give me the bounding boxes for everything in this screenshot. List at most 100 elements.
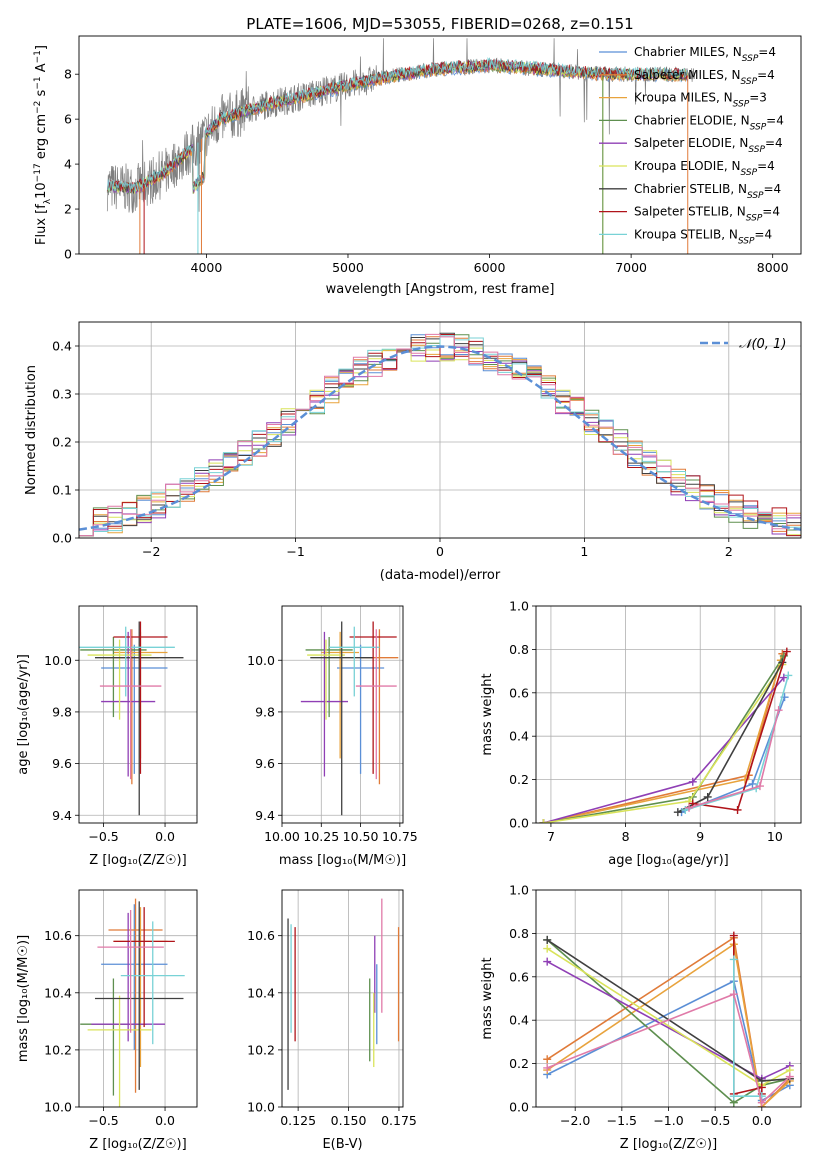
x-axis-label: Z [log₁₀(Z/Z☉)]: [89, 853, 186, 868]
label-part: mass weight: [480, 673, 495, 755]
label-part: =4: [762, 205, 780, 219]
y-tick-label: 9.6: [255, 756, 275, 771]
x-tick-label: 0: [436, 544, 444, 559]
label-part: −1: [33, 76, 43, 89]
ticks: 4000 5000 6000 7000 8000 0 2 4 6 8: [64, 67, 789, 275]
weight-marker-pink: [729, 990, 738, 999]
label-part: =4: [766, 113, 784, 127]
x-tick-label: 10.50: [343, 829, 379, 844]
x-tick-label: 1: [580, 544, 588, 559]
x-tick-label: 6000: [474, 260, 506, 275]
label-part: =4: [757, 159, 775, 173]
weight-marker-chabrier_miles: [748, 779, 757, 788]
weight-marker-chabrier_stelib: [673, 808, 682, 817]
ticks: −0.5 0.0 9.4 9.6 9.8 10.0: [44, 653, 175, 844]
x-tick-label: 0.0: [752, 1113, 772, 1128]
label-part: SSP: [746, 214, 763, 224]
x-tick-label: 7: [547, 829, 555, 844]
weight-marker-chabrier_stelib: [543, 935, 552, 944]
y-tick-label: 10.6: [44, 928, 72, 943]
legend-label: Chabrier STELIB, NSSP=4: [634, 182, 781, 201]
weight-marker-salpeter_elodie: [543, 957, 552, 966]
label-part: Salpeter ELODIE, N: [634, 136, 748, 150]
weight-marker-chabrier_stelib: [703, 792, 712, 801]
x-tick-label: 10.25: [303, 829, 339, 844]
weight-marker-pink: [757, 1098, 766, 1107]
label-part: SSP: [750, 122, 767, 132]
y-tick-label: 10.0: [44, 1100, 72, 1115]
x-tick-label: 0.175: [381, 1113, 417, 1128]
y-tick-label: 0.4: [509, 1013, 529, 1028]
plot-area: [543, 931, 794, 1107]
label-part: mass [log₁₀(M/M☉)]: [16, 935, 31, 1062]
x-axis-label: wavelength [Angstrom, rest frame]: [326, 282, 555, 297]
ticks: 0.125 0.150 0.175 10.0 10.2 10.4 10.6: [247, 928, 417, 1128]
x-axis-label: E(B-V): [322, 1137, 362, 1152]
weight-line-chabrier_elodie: [546, 939, 790, 1104]
y-tick-label: 0.0: [509, 1100, 529, 1115]
label-part: SSP: [748, 145, 765, 155]
weight-marker-salpeter_stelib: [782, 647, 791, 656]
y-tick-label: 0.8: [509, 926, 529, 941]
x-tick-label: −1.5: [607, 1113, 637, 1128]
x-tick-label: 10.00: [264, 829, 300, 844]
y-tick-label: 1.0: [509, 883, 529, 898]
y-tick-label: 0.0: [509, 816, 529, 831]
x-tick-label: 2: [725, 544, 733, 559]
weight-marker-pink: [774, 706, 783, 715]
y-tick-label: 9.4: [52, 808, 72, 823]
y-tick-label: 6: [64, 112, 72, 127]
age-vs-metallicity-panel: −0.5 0.0 9.4 9.6 9.8 10.0 Z [log₁₀(Z/Z☉)] age […: [16, 605, 198, 868]
label-part: −1: [33, 50, 43, 63]
label-part: =4: [754, 227, 772, 241]
y-tick-label: 10.4: [247, 985, 275, 1000]
y-axis-label: mass weight: [480, 673, 495, 755]
x-tick-label: 4000: [191, 260, 223, 275]
x-tick-label: 8000: [757, 260, 789, 275]
label-part: −17: [33, 163, 43, 182]
label-part: SSP: [747, 191, 764, 201]
weight-marker-kroupa_stelib: [784, 671, 793, 680]
y-axis-label: mass weight: [480, 957, 495, 1039]
label-part: =4: [758, 45, 776, 59]
weight-marker-salpeter_miles: [543, 1055, 552, 1064]
x-tick-label: −0.5: [88, 829, 118, 844]
y-tick-label: 10.0: [44, 653, 72, 668]
label-part: s: [34, 89, 49, 100]
y-tick-label: 10.2: [247, 1042, 275, 1057]
ticks: 7 8 9 10 0.0 0.2 0.4 0.6 0.8 1.0: [509, 599, 783, 845]
axes-frame: [535, 605, 802, 824]
y-tick-label: 9.8: [255, 704, 275, 719]
y-tick-label: 10.4: [44, 985, 72, 1000]
plot-area: [106, 38, 696, 254]
ticks: −2 −1 0 1 2 0.0 0.1 0.2 0.3 0.4: [52, 339, 733, 560]
x-tick-label: −1.0: [653, 1113, 683, 1128]
x-axis-label: Z [log₁₀(Z/Z☉)]: [620, 1137, 717, 1152]
y-tick-label: 0.2: [52, 435, 72, 450]
y-tick-label: 9.8: [52, 704, 72, 719]
weight-marker-kroupa_elodie: [543, 944, 552, 953]
y-tick-label: 10.0: [247, 653, 275, 668]
x-tick-label: 0.150: [331, 1113, 367, 1128]
weight-marker-pink: [685, 803, 694, 812]
label-part: Chabrier MILES, N: [634, 45, 742, 59]
y-tick-label: 1.0: [509, 599, 529, 614]
legend-label: Kroupa ELODIE, NSSP=4: [634, 159, 775, 178]
y-tick-label: 0.4: [509, 729, 529, 744]
label-part: SSP: [741, 168, 758, 178]
label-part: =4: [764, 182, 782, 196]
label-part: λ: [43, 198, 53, 204]
weight-marker-salpeter_elodie: [688, 777, 697, 786]
label-part: Chabrier ELODIE, N: [634, 113, 750, 127]
label-part: −2: [33, 101, 43, 114]
weight-marker-salpeter_stelib: [729, 931, 738, 940]
weight-marker-pink: [785, 1072, 794, 1081]
label-part: 10: [34, 182, 49, 199]
y-tick-label: 9.6: [52, 756, 72, 771]
y-tick-label: 10.0: [247, 1100, 275, 1115]
x-tick-label: −2.0: [560, 1113, 590, 1128]
y-tick-label: 8: [64, 67, 72, 82]
residual-histogram-kroupa_stelib: [79, 335, 801, 537]
plot-area: [300, 621, 399, 816]
